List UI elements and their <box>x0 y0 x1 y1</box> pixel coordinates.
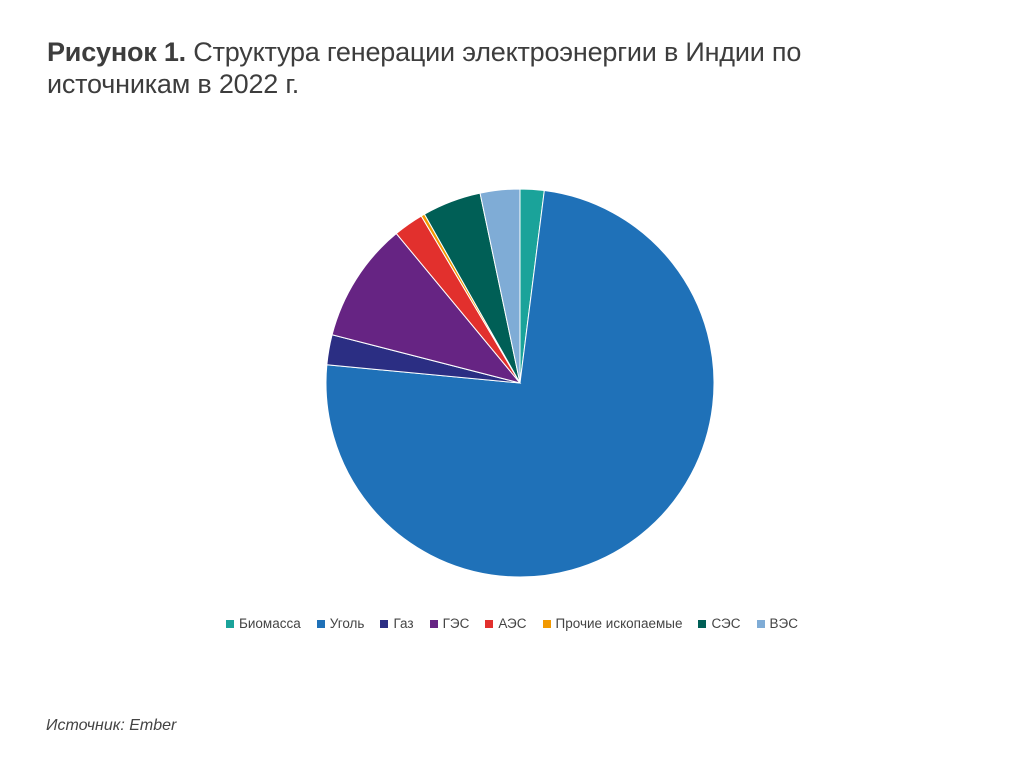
legend-label: Прочие ископаемые <box>555 616 683 631</box>
legend-item-7: ВЭС <box>756 616 798 631</box>
legend-label: ГЭС <box>442 616 470 631</box>
legend-item-6: СЭС <box>698 616 741 631</box>
legend-swatch <box>756 619 765 628</box>
figure-title-text: Структура генерации электроэнергии в Инд… <box>47 37 802 99</box>
pie-slice-3 <box>331 232 522 384</box>
legend-label: АЭС <box>498 616 527 631</box>
source-note: Источник: Ember <box>46 717 176 735</box>
legend-swatch <box>485 619 494 628</box>
pie-chart <box>325 188 715 578</box>
legend-swatch <box>698 619 707 628</box>
legend-item-1: Уголь <box>316 616 365 631</box>
source-value: Ember <box>124 717 177 734</box>
legend-label: Биомасса <box>239 616 301 631</box>
pie-slice-7 <box>479 188 521 384</box>
source-label: Источник: <box>46 717 125 734</box>
legend-item-5: Прочие ископаемые <box>542 616 683 631</box>
legend-item-4: АЭС <box>485 616 527 631</box>
chart-legend: Биомасса Уголь Газ ГЭС АЭС Прочие ископаемые С… <box>0 616 1024 631</box>
legend-swatch <box>380 619 389 628</box>
pie-slice-1 <box>325 189 715 578</box>
legend-swatch <box>316 619 325 628</box>
legend-label: СЭС <box>711 616 741 631</box>
legend-label: Газ <box>393 616 414 631</box>
legend-swatch <box>226 619 235 628</box>
legend-item-0: Биомасса <box>226 616 301 631</box>
legend-label: ВЭС <box>769 616 798 631</box>
figure-title-number: Рисунок 1. <box>47 37 186 67</box>
legend-item-2: Газ <box>380 616 414 631</box>
legend-item-3: ГЭС <box>429 616 470 631</box>
legend-swatch <box>542 619 551 628</box>
legend-label: Уголь <box>329 616 365 631</box>
figure-title: Рисунок 1. Структура генерации электроэн… <box>47 36 947 100</box>
legend-swatch <box>429 619 438 628</box>
